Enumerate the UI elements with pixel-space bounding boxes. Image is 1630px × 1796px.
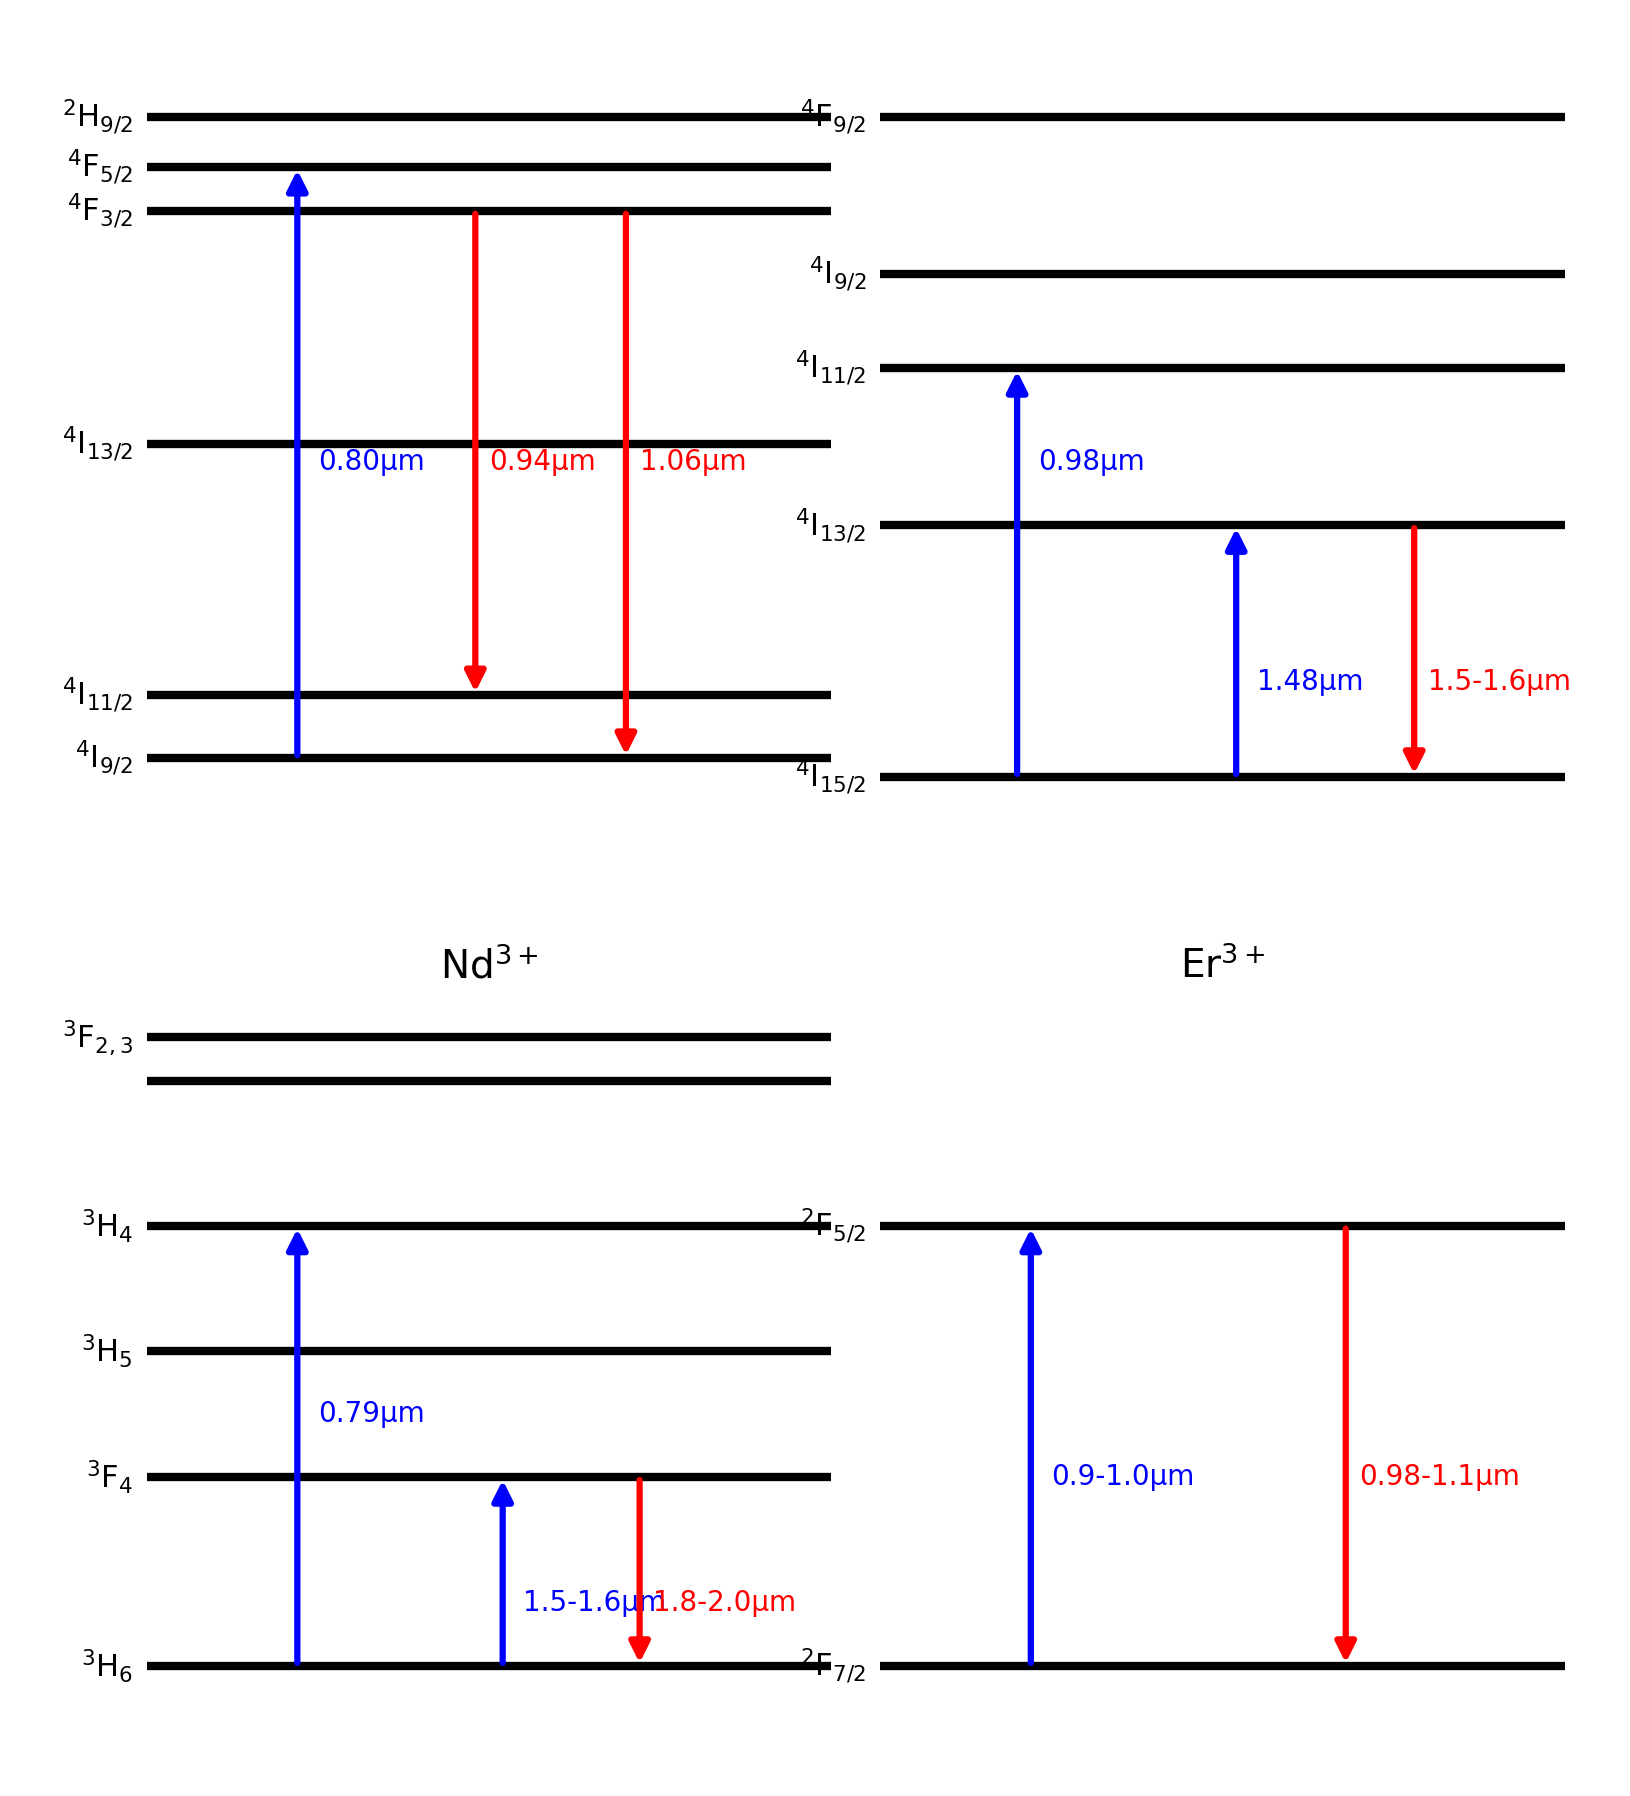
Text: 0.79μm: 0.79μm [318,1401,424,1428]
Text: 0.9-1.0μm: 0.9-1.0μm [1051,1464,1195,1491]
Text: Er$^{3+}$: Er$^{3+}$ [1180,946,1265,986]
Text: $^4$I$_{13/2}$: $^4$I$_{13/2}$ [795,506,867,544]
Text: 0.94μm: 0.94μm [489,449,595,476]
Text: $^3$F$_4$: $^3$F$_4$ [86,1458,134,1496]
Text: 0.98μm: 0.98μm [1038,449,1144,476]
Text: 1.8-2.0μm: 1.8-2.0μm [654,1589,797,1616]
Text: $^4$F$_{3/2}$: $^4$F$_{3/2}$ [67,192,134,230]
Text: $^2$F$_{7/2}$: $^2$F$_{7/2}$ [800,1647,867,1685]
Text: 1.5-1.6μm: 1.5-1.6μm [1428,668,1571,697]
Text: $^3$F$_{2,3}$: $^3$F$_{2,3}$ [62,1018,134,1056]
Text: 1.5-1.6μm: 1.5-1.6μm [523,1589,667,1616]
Text: $^2$F$_{5/2}$: $^2$F$_{5/2}$ [800,1207,867,1245]
Text: $^4$I$_{11/2}$: $^4$I$_{11/2}$ [795,348,867,388]
Text: 1.48μm: 1.48μm [1257,668,1363,697]
Text: $^4$F$_{5/2}$: $^4$F$_{5/2}$ [67,147,134,187]
Text: $^4$I$_{15/2}$: $^4$I$_{15/2}$ [795,758,867,796]
Text: $^4$F$_{9/2}$: $^4$F$_{9/2}$ [800,97,867,136]
Text: $^4$I$_{9/2}$: $^4$I$_{9/2}$ [808,255,867,293]
Text: 1.06μm: 1.06μm [639,449,747,476]
Text: $^4$I$_{9/2}$: $^4$I$_{9/2}$ [75,738,134,778]
Text: $^3$H$_4$: $^3$H$_4$ [80,1207,134,1245]
Text: $^3$H$_6$: $^3$H$_6$ [82,1647,134,1685]
Text: Nd$^{3+}$: Nd$^{3+}$ [440,946,538,986]
Text: 0.80μm: 0.80μm [318,449,424,476]
Text: $^4$I$_{11/2}$: $^4$I$_{11/2}$ [62,675,134,715]
Text: $^4$I$_{13/2}$: $^4$I$_{13/2}$ [62,424,134,463]
Text: $^2$H$_{9/2}$: $^2$H$_{9/2}$ [62,97,134,136]
Text: 0.98-1.1μm: 0.98-1.1μm [1359,1464,1521,1491]
Text: $^3$H$_5$: $^3$H$_5$ [82,1333,134,1370]
